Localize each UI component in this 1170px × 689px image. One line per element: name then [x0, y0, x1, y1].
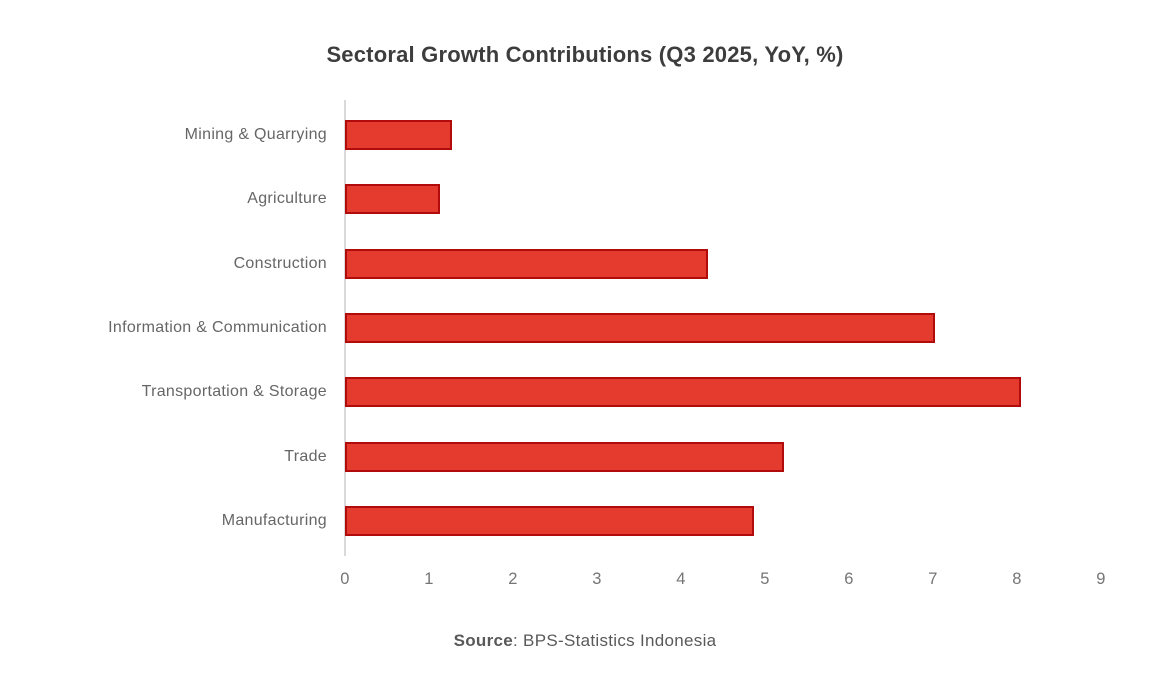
bar	[345, 184, 440, 215]
bar-track	[345, 313, 1101, 344]
bar	[345, 505, 755, 536]
bar	[345, 248, 708, 279]
bar-row: Trade	[0, 424, 1170, 488]
x-tick-label: 4	[676, 570, 686, 588]
category-label: Transportation & Storage	[141, 383, 327, 401]
x-tick-label: 0	[340, 570, 350, 588]
source-label: Source	[453, 631, 514, 650]
x-tick-label: 2	[508, 570, 518, 588]
bar-row: Information & Communication	[0, 296, 1170, 360]
bar-track	[345, 377, 1101, 408]
x-tick-label: 7	[928, 570, 938, 588]
bar-track	[345, 505, 1101, 536]
bar	[345, 441, 785, 472]
x-tick-label: 5	[760, 570, 770, 588]
category-label: Mining & Quarrying	[184, 126, 327, 144]
bar-track	[345, 248, 1101, 279]
bar	[345, 377, 1022, 408]
bar-track	[345, 184, 1101, 215]
bar-row: Construction	[0, 232, 1170, 296]
x-tick-label: 6	[844, 570, 854, 588]
bar-track	[345, 120, 1101, 151]
bar-track	[345, 441, 1101, 472]
category-label: Construction	[233, 254, 327, 272]
x-tick-label: 1	[424, 570, 434, 588]
bar-row: Agriculture	[0, 167, 1170, 231]
category-label: Trade	[284, 447, 327, 465]
source-note: Source: BPS-Statistics Indonesia	[0, 631, 1170, 651]
category-label: Manufacturing	[221, 511, 327, 529]
source-text: : BPS-Statistics Indonesia	[513, 631, 717, 650]
bar-row: Manufacturing	[0, 489, 1170, 553]
x-tick-label: 8	[1012, 570, 1022, 588]
bar	[345, 313, 935, 344]
category-label: Information & Communication	[108, 319, 327, 337]
bar-rows: Mining & Quarrying Agriculture Constructio…	[0, 103, 1170, 553]
chart-title: Sectoral Growth Contributions (Q3 2025, …	[326, 42, 844, 67]
bar	[345, 120, 452, 151]
bar-row: Transportation & Storage	[0, 360, 1170, 424]
x-axis: 0 1 2 3 4 5 6 7 8 9	[340, 570, 1105, 592]
bar-row: Mining & Quarrying	[0, 103, 1170, 167]
x-tick-label: 9	[1096, 570, 1106, 588]
x-tick-label: 3	[592, 570, 602, 588]
category-label: Agriculture	[247, 190, 327, 208]
